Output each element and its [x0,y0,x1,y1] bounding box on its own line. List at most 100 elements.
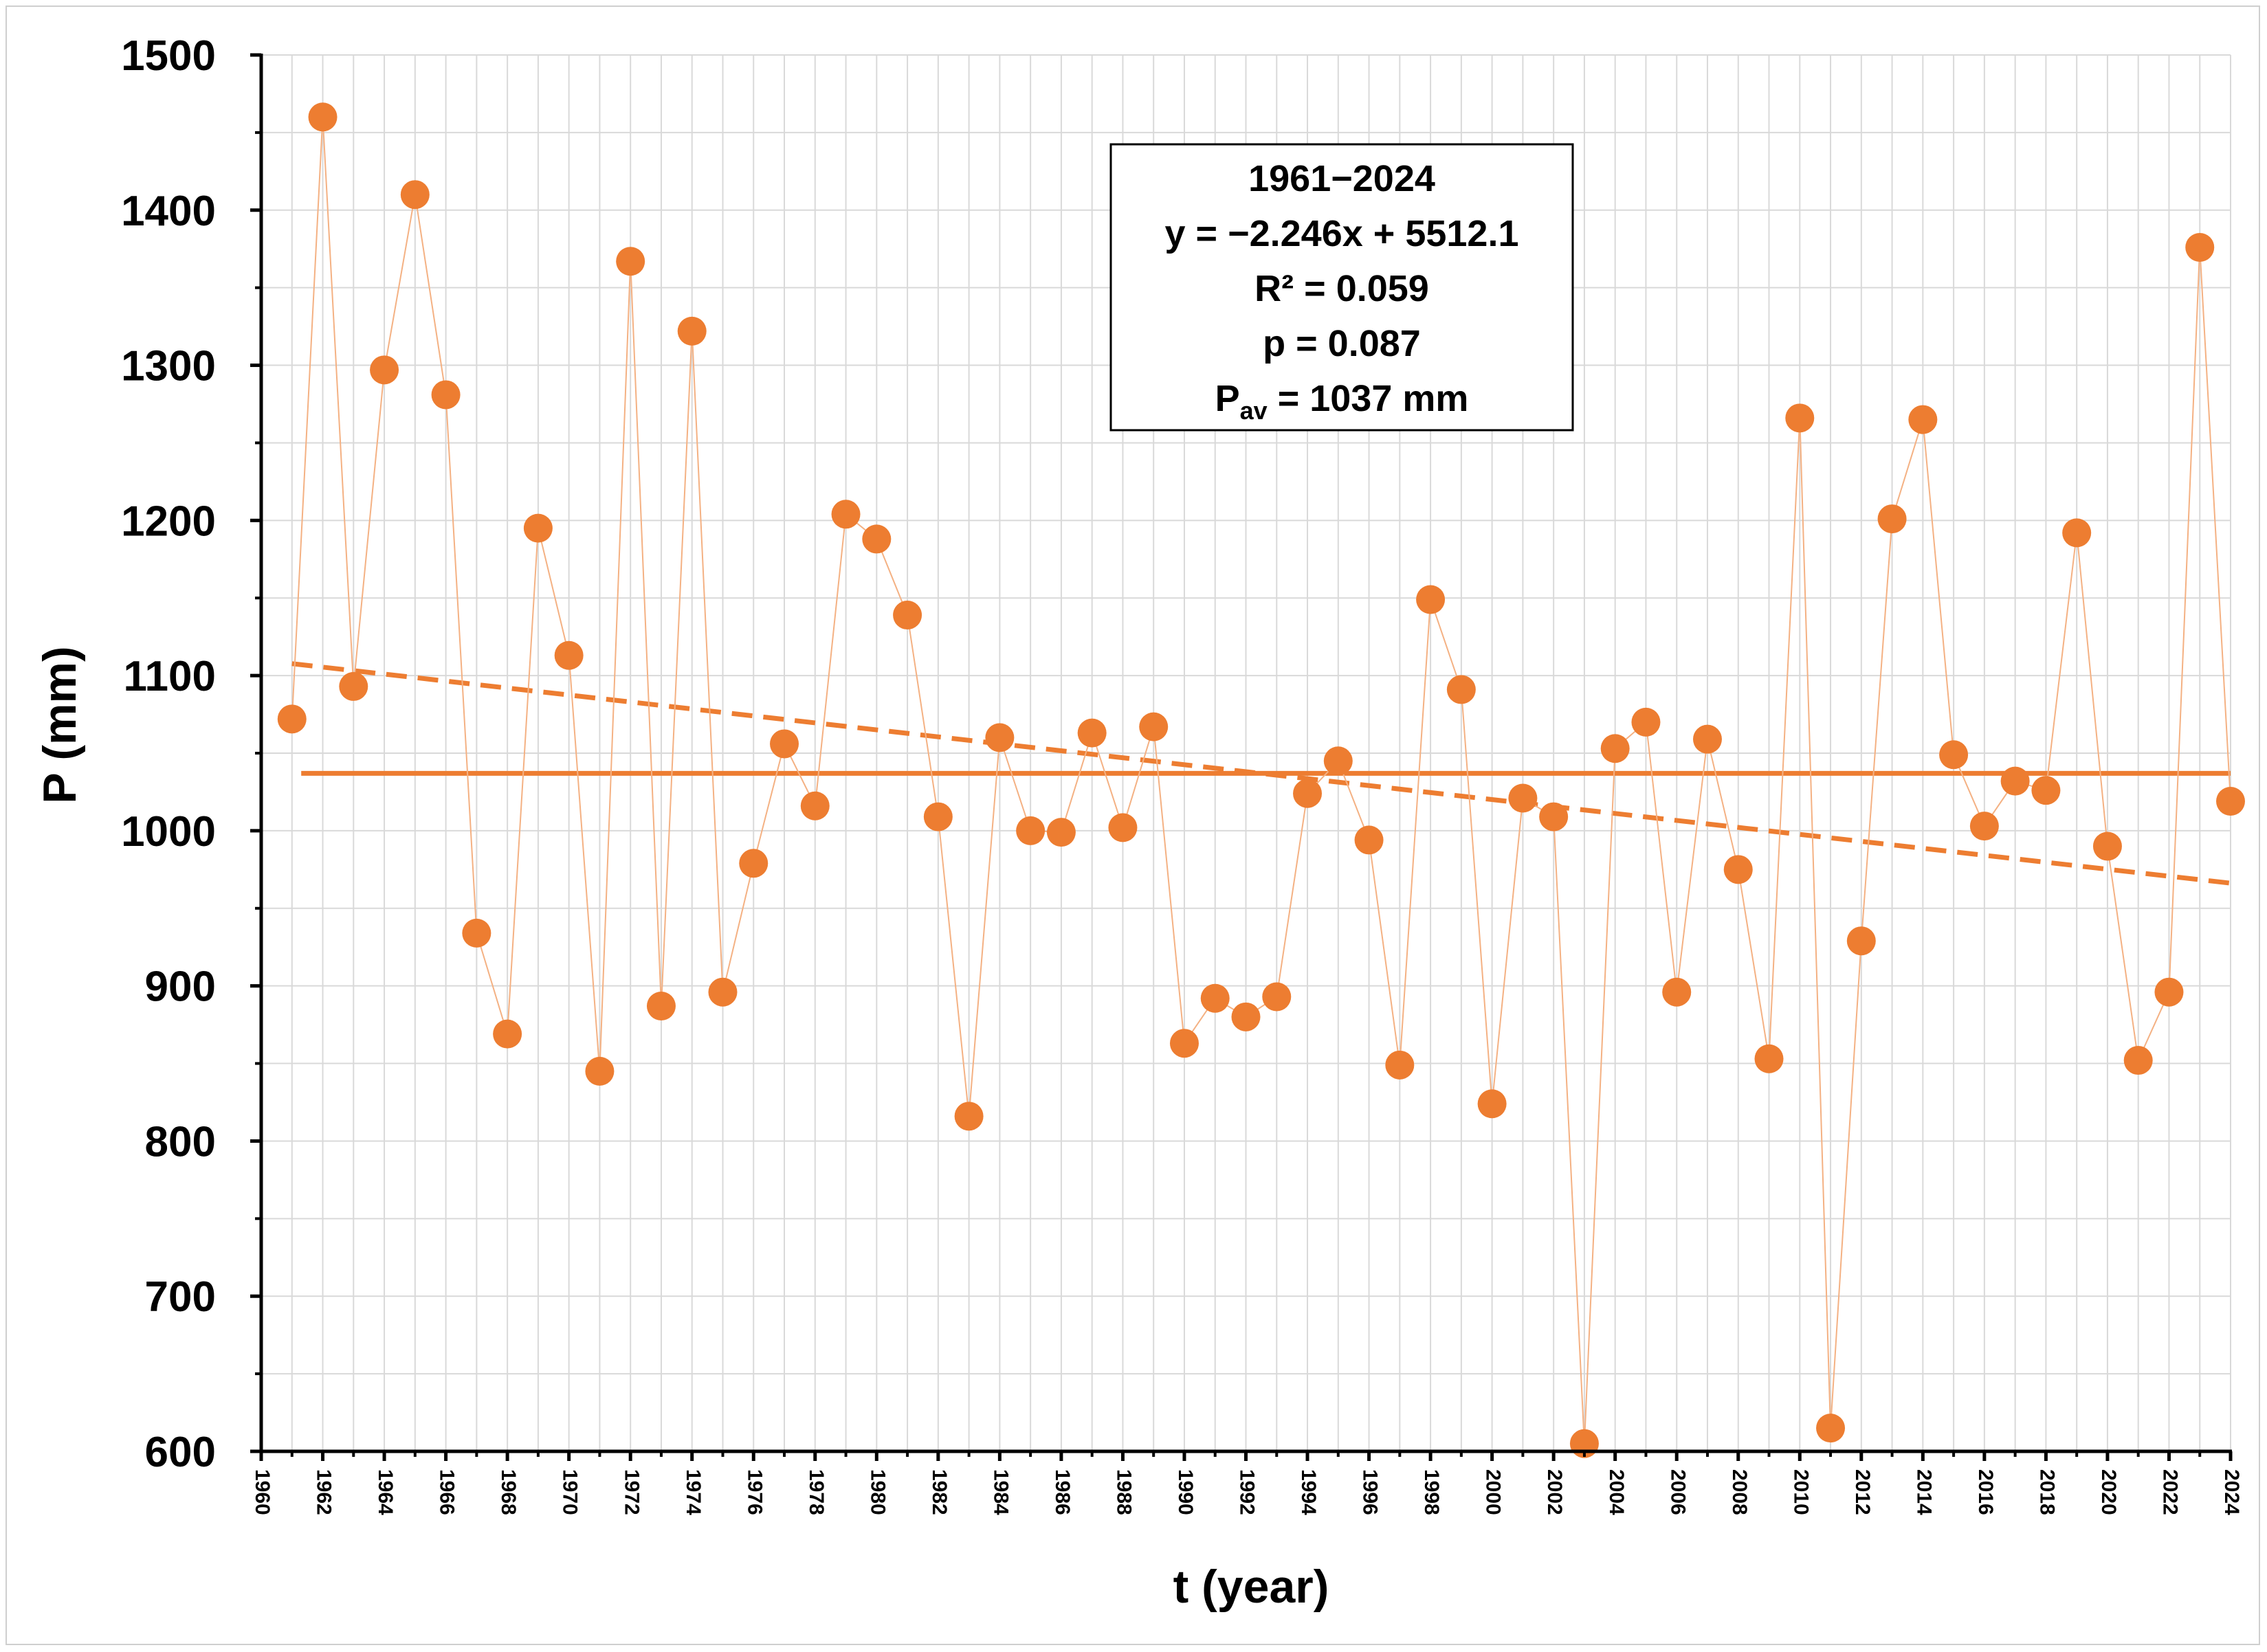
series-connector-line [291,117,2231,1444]
data-point [2154,977,2184,1007]
data-point [985,723,1015,752]
x-tick-label: 1968 [497,1469,520,1515]
x-tick-label: 1994 [1297,1469,1320,1515]
x-tick-label: 1984 [989,1469,1012,1515]
data-point [1200,983,1230,1013]
y-tick-label: 600 [145,1429,216,1476]
y-tick-label: 1500 [121,32,216,80]
x-tick-label: 1998 [1420,1469,1443,1515]
axes [250,53,2233,1461]
x-tick-label: 1992 [1236,1469,1259,1515]
data-point [1139,712,1169,741]
data-point [893,601,922,630]
data-points [277,102,2245,1458]
data-point [1508,783,1538,813]
annotation-average-value: = 1037 mm [1268,378,1469,419]
data-point [554,640,584,670]
x-tick-label: 2000 [1482,1469,1505,1515]
y-tick-label: 1100 [123,653,216,700]
data-point [1416,585,1446,614]
annotation-p-value: p = 0.087 [1263,323,1421,364]
data-point [585,1056,615,1086]
data-point [2092,831,2122,861]
x-tick-label: 2016 [1974,1469,1997,1515]
x-tick-label: 2014 [1912,1469,1935,1515]
chart-frame [5,5,2260,1645]
data-point [1723,855,1753,884]
data-point [277,704,307,734]
data-point [2062,518,2092,548]
y-tick-label: 1000 [121,808,216,856]
data-point [493,1019,522,1049]
data-point [708,977,738,1007]
x-tick-label: 1972 [620,1469,643,1515]
data-point [739,849,768,878]
data-point [831,500,861,529]
data-point [1016,816,1046,845]
trend-line [291,661,2231,886]
data-point [1262,982,1292,1012]
x-tick-label: 2006 [1666,1469,1689,1515]
y-axis-label: P (mm) [34,646,86,803]
x-tick-label: 1980 [866,1469,889,1515]
x-tick-label: 2004 [1605,1469,1628,1515]
x-tick-label: 1962 [313,1469,335,1515]
data-point [431,380,461,410]
y-tick-label: 900 [145,963,216,1011]
y-tick-label: 1200 [121,498,216,545]
data-point [1539,802,1569,831]
annotation-equation: y = −2.246x + 5512.1 [1165,213,1519,254]
x-tick-label: 1974 [682,1469,705,1515]
data-point [2123,1046,2153,1075]
data-point [1692,724,1722,754]
x-tick-label: 1990 [1174,1469,1197,1515]
data-point [923,802,953,831]
annotation-average-subscript: av [1240,397,1268,425]
y-tick-label: 1300 [121,343,216,390]
data-point [1046,818,1076,847]
data-point [1816,1414,1846,1443]
data-point [1077,718,1107,748]
data-point [954,1102,984,1131]
y-tick-label: 800 [145,1118,216,1165]
data-point [1785,403,1815,433]
data-point [1631,707,1661,737]
data-point [462,918,491,948]
annotation-box-border [1109,143,1574,432]
annotation-average: Pav = 1037 mm [1215,378,1469,425]
x-tick-label: 2024 [2220,1469,2243,1515]
data-point [862,524,892,554]
data-point [1600,734,1630,763]
data-point [1446,675,1476,704]
data-point [1846,926,1876,956]
x-tick-label: 1982 [928,1469,951,1515]
annotation-average-symbol: P [1215,378,1240,419]
data-point [308,102,338,132]
data-point [2031,776,2061,805]
data-point [1754,1044,1784,1073]
data-point [2185,232,2215,262]
x-tick-label: 1986 [1051,1469,1074,1515]
data-point [1969,812,1999,841]
data-point [770,729,799,759]
x-tick-label: 1964 [374,1469,397,1515]
data-point [2216,786,2245,816]
x-tick-label: 2020 [2097,1469,2120,1515]
data-point [1908,405,1938,434]
data-point [800,791,830,821]
x-tick-label: 2002 [1543,1469,1566,1515]
data-point [370,355,399,385]
data-point [616,247,645,276]
x-axis-label: t (year) [1173,1561,1329,1613]
x-tick-label: 2018 [2035,1469,2058,1515]
y-tick-label: 700 [145,1273,216,1321]
x-tick-label: 1978 [805,1469,828,1515]
regression-annotation-box: 1961−2024 y = −2.246x + 5512.1 R² = 0.05… [1109,143,1574,432]
x-tick-label: 2022 [2159,1469,2182,1515]
y-tick-labels: 600 700 800 900 1000 1100 1200 1300 1400 1500 [121,32,216,1476]
x-tick-label: 1996 [1359,1469,1382,1515]
annotation-r-squared: R² = 0.059 [1254,268,1429,309]
data-point [1662,977,1692,1007]
data-point [523,513,553,543]
